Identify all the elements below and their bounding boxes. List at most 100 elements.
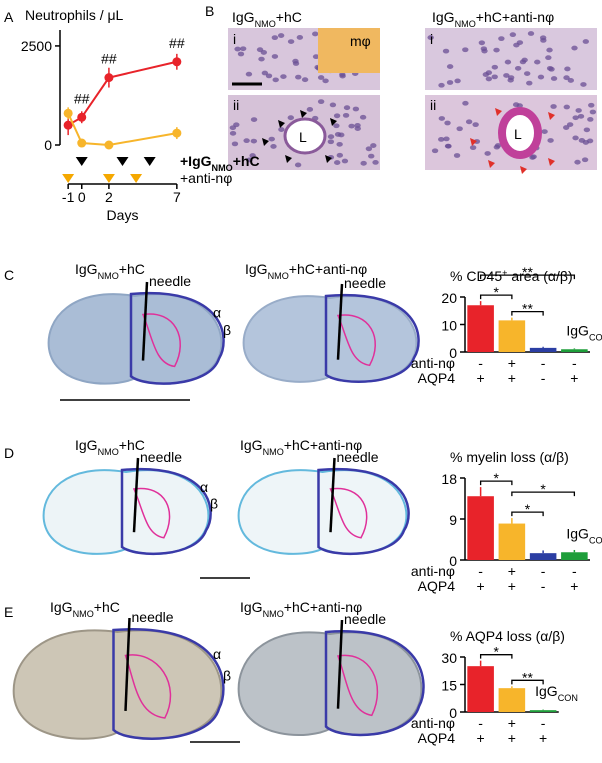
lumen-label: L bbox=[514, 126, 522, 142]
nucleus bbox=[295, 74, 302, 80]
hemisphere-outline bbox=[112, 628, 225, 740]
nucleus bbox=[472, 122, 479, 128]
group-heading-part: +hC+anti-nφ bbox=[284, 437, 362, 453]
y-tick-label: 2500 bbox=[21, 38, 52, 54]
nucleus bbox=[245, 71, 253, 77]
group-heading-part: +hC+anti-nφ bbox=[284, 599, 362, 615]
group-heading-part: +hC bbox=[276, 9, 302, 25]
nucleus bbox=[485, 76, 493, 82]
nucleus bbox=[322, 78, 329, 84]
chart-title-part: % myelin loss (α/β) bbox=[450, 449, 569, 465]
nucleus bbox=[352, 106, 360, 112]
condition-mark: - bbox=[541, 578, 546, 594]
brain-section bbox=[237, 469, 408, 555]
lesion-outline bbox=[329, 487, 368, 539]
row-label: i bbox=[233, 31, 236, 47]
significance-bracket bbox=[511, 511, 544, 517]
needle bbox=[141, 281, 149, 361]
panel-label: B bbox=[205, 3, 214, 19]
nucleus bbox=[577, 113, 585, 119]
nucleus bbox=[431, 148, 439, 154]
condition-mark: + bbox=[508, 715, 516, 731]
nucleus bbox=[229, 125, 237, 131]
nucleus bbox=[365, 146, 373, 152]
group-heading: IgGNMO+hC bbox=[232, 9, 302, 29]
nucleus bbox=[574, 159, 581, 165]
alpha-label: α bbox=[213, 304, 221, 320]
nucleus bbox=[239, 46, 247, 52]
condition-mark: + bbox=[508, 355, 516, 371]
arrowhead bbox=[330, 118, 337, 126]
significance-label: * bbox=[494, 644, 500, 660]
injection-marker bbox=[102, 174, 115, 183]
chart-title-part: % AQP4 loss (α/β) bbox=[450, 628, 565, 644]
nucleus bbox=[317, 75, 325, 80]
nucleus bbox=[571, 45, 578, 51]
needle-label: needle bbox=[344, 611, 386, 627]
condition-mark: - bbox=[572, 563, 577, 579]
chart-title-part: + bbox=[502, 268, 507, 278]
nucleus bbox=[563, 75, 570, 81]
injection-marker bbox=[62, 174, 75, 183]
panel-label: A bbox=[4, 9, 14, 25]
nucleus bbox=[306, 107, 314, 112]
nucleus bbox=[372, 160, 379, 165]
group-heading-part: NMO bbox=[255, 19, 276, 29]
nucleus bbox=[583, 127, 591, 133]
nucleus bbox=[249, 153, 256, 158]
nucleus bbox=[260, 50, 268, 55]
nucleus bbox=[491, 64, 499, 70]
significance-bracket bbox=[479, 654, 513, 659]
nucleus bbox=[545, 55, 552, 61]
lesion-outline bbox=[336, 654, 379, 717]
inset-label: mφ bbox=[350, 33, 371, 49]
nucleus bbox=[294, 162, 302, 168]
significance-bracket bbox=[479, 480, 513, 486]
nucleus bbox=[519, 59, 527, 65]
condition-mark: + bbox=[477, 370, 485, 386]
condition-mark: - bbox=[478, 715, 483, 731]
group-heading-part: +hC+anti-nφ bbox=[289, 261, 367, 277]
inset bbox=[318, 28, 380, 73]
condition-mark: + bbox=[477, 730, 485, 746]
nucleus bbox=[354, 126, 361, 132]
nucleus bbox=[336, 152, 344, 158]
data-point bbox=[104, 140, 114, 150]
nucleus bbox=[462, 100, 469, 106]
group-heading: IgGNMO+hC+anti-nφ bbox=[432, 9, 554, 29]
nucleus bbox=[493, 144, 501, 150]
nucleus bbox=[348, 123, 355, 129]
needle-label: needle bbox=[140, 449, 182, 465]
group-heading-part: IgG bbox=[245, 261, 268, 277]
chart-title: % myelin loss (α/β) bbox=[450, 449, 569, 465]
injection-marker bbox=[75, 157, 88, 166]
group-heading-part: +hC+anti-nφ bbox=[476, 9, 554, 25]
arrowhead bbox=[548, 158, 555, 166]
nucleus bbox=[271, 35, 279, 41]
nucleus bbox=[484, 151, 491, 156]
group-heading-part: IgG bbox=[50, 599, 73, 615]
condition-label: anti-nφ bbox=[411, 715, 455, 731]
data-point bbox=[63, 120, 73, 130]
panel-label: E bbox=[4, 604, 13, 620]
arrowhead bbox=[262, 138, 269, 146]
category-label: IgGCON bbox=[535, 683, 578, 703]
lesion-outline bbox=[336, 314, 376, 367]
vessel bbox=[283, 117, 327, 155]
group-heading-part: IgG bbox=[240, 599, 263, 615]
nucleus bbox=[277, 33, 285, 38]
needle bbox=[336, 619, 344, 709]
nucleus bbox=[443, 136, 450, 142]
condition-mark: - bbox=[478, 355, 483, 371]
nucleus bbox=[271, 54, 279, 59]
brain-section bbox=[242, 295, 418, 383]
group-heading-part: IgG bbox=[232, 9, 255, 25]
brain-section bbox=[237, 631, 423, 737]
needle-label: needle bbox=[132, 609, 174, 625]
nucleus bbox=[444, 120, 451, 126]
nucleus bbox=[446, 64, 454, 69]
condition-mark: + bbox=[508, 370, 516, 386]
nucleus bbox=[312, 31, 319, 37]
beta-label: β bbox=[210, 495, 218, 511]
nucleus bbox=[507, 75, 515, 81]
